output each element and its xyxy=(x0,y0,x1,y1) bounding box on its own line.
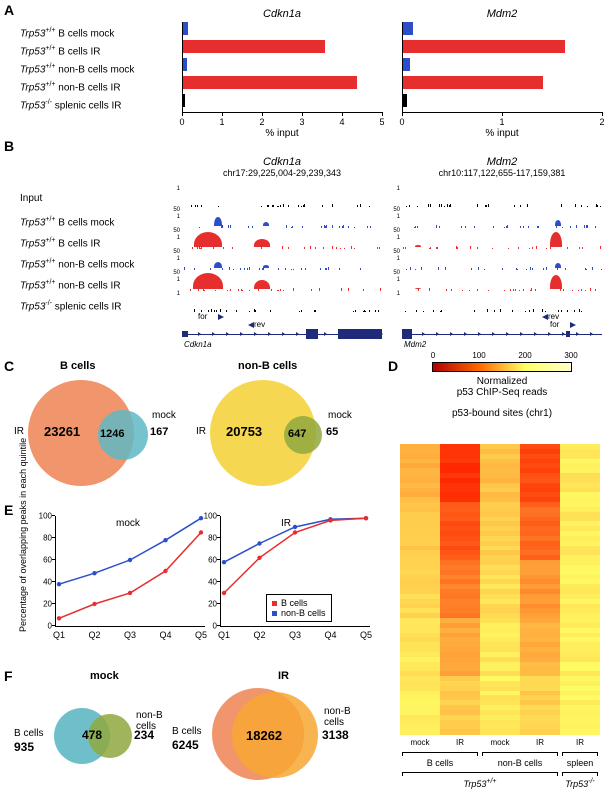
chip-track: 501 xyxy=(402,207,602,228)
b-cells-title: B cells xyxy=(60,360,95,372)
venn-text: 65 xyxy=(326,426,338,438)
heatmap-column xyxy=(400,444,440,734)
bar xyxy=(183,94,185,107)
chip-track: 501 xyxy=(402,249,602,270)
panel-d-label: D xyxy=(388,358,398,374)
chip-track: 1 xyxy=(402,291,602,312)
row-label: Trp53+/+ B cells IR xyxy=(20,40,178,58)
venn-text: B cells xyxy=(14,728,43,739)
venn-text: 20753 xyxy=(226,424,262,439)
row-label: Trp53-/- splenic cells IR xyxy=(20,293,178,314)
row-label: Trp53+/+ non-B cells mock xyxy=(20,251,178,272)
venn-f-mock: B cells935478234non-B cells xyxy=(14,688,194,783)
f-ir-title: IR xyxy=(278,670,289,682)
venn-text: B cells xyxy=(172,726,201,737)
bar xyxy=(403,76,543,89)
chip-track: 501 xyxy=(402,270,602,291)
chip-track: 501 xyxy=(182,207,382,228)
row-label: Trp53-/- splenic cells IR xyxy=(20,94,178,112)
chip-track: 1 xyxy=(182,186,382,207)
venn-text: 478 xyxy=(82,728,102,742)
row-label: Trp53+/+ B cells IR xyxy=(20,230,178,251)
chip-track: 1 xyxy=(182,291,382,312)
chart-title: Cdkn1a xyxy=(182,8,382,20)
venn-text: IR xyxy=(196,426,206,437)
panel-f: F mock IR B cells935478234non-B cells B … xyxy=(0,668,380,788)
chart-title: Mdm2 xyxy=(402,8,602,20)
panel-a-label: A xyxy=(4,2,14,18)
venn-text: 167 xyxy=(150,426,168,438)
chip-track: 501 xyxy=(182,228,382,249)
row-label: Trp53+/+ non-B cells IR xyxy=(20,76,178,94)
panel-f-label: F xyxy=(4,668,13,684)
row-label: Input xyxy=(20,188,178,209)
panel-c: C B cells non-B cells IR 23261 1246 167 mock… xyxy=(0,358,380,498)
venn-text: non-B cells xyxy=(136,710,163,732)
panel-e: E Percentage of overlapping peaks in eac… xyxy=(0,502,380,662)
heatmap-column xyxy=(440,444,480,734)
e-ylabel: Percentage of overlapping peaks in each … xyxy=(18,438,28,632)
panel-c-label: C xyxy=(4,358,14,374)
row-label: Trp53+/+ non-B cells mock xyxy=(20,58,178,76)
venn-text: 23261 xyxy=(44,424,80,439)
panel-b: B InputTrp53+/+ B cells mockTrp53+/+ B c… xyxy=(0,138,616,348)
bar xyxy=(403,22,413,35)
venn-text: IR xyxy=(14,426,24,437)
venn-text: mock xyxy=(328,410,352,421)
genome-coord: chr10:117,122,655-117,159,381 xyxy=(402,168,602,178)
venn-f-ir: B cells6245182623138non-B cells xyxy=(200,686,380,786)
venn-b-cells: IR232611246167mock xyxy=(18,380,188,490)
venn-text: mock xyxy=(152,410,176,421)
mdm2-barchart: Mdm2012% input xyxy=(402,4,602,130)
bar xyxy=(183,76,357,89)
heatmap-column xyxy=(560,444,600,734)
panel-a: A Trp53+/+ B cells mockTrp53+/+ B cells … xyxy=(0,0,616,130)
row-label: Trp53+/+ non-B cells IR xyxy=(20,272,178,293)
row-label: Trp53+/+ B cells mock xyxy=(20,209,178,230)
bar xyxy=(403,58,410,71)
chip-track: 501 xyxy=(182,270,382,291)
venn-text: 1246 xyxy=(100,428,124,440)
panel-b-label: B xyxy=(4,138,14,154)
venn-text: non-B cells xyxy=(324,706,351,728)
bar xyxy=(183,40,325,53)
cdkn1a-barchart: Cdkn1a012345% input xyxy=(182,4,382,130)
panel-a-row-labels: Trp53+/+ B cells mockTrp53+/+ B cells IR… xyxy=(20,22,178,112)
heatmap-subtitle: p53-bound sites (chr1) xyxy=(388,408,616,419)
venn-text: 6245 xyxy=(172,738,199,752)
venn-text: 3138 xyxy=(322,728,349,742)
venn-text: 935 xyxy=(14,740,34,754)
legend: B cellsnon-B cells xyxy=(266,594,332,622)
chip-track: 501 xyxy=(182,249,382,270)
colorbar-title: Normalized p53 ChIP-Seq reads xyxy=(388,376,616,398)
venn-text: 647 xyxy=(288,428,306,440)
panel-d: D 0100200300 Normalized p53 ChIP-Seq rea… xyxy=(388,358,616,790)
bar xyxy=(183,58,187,71)
f-mock-title: mock xyxy=(90,670,119,682)
colorbar: 0100200300 xyxy=(432,362,572,372)
panel-b-row-labels: InputTrp53+/+ B cells mockTrp53+/+ B cel… xyxy=(20,188,178,314)
panel-e-label: E xyxy=(4,502,13,518)
nonb-cells-title: non-B cells xyxy=(238,360,297,372)
bar xyxy=(183,22,188,35)
heatmap xyxy=(400,444,600,734)
linechart-mock: mock020406080100Q1Q2Q3Q4Q5 xyxy=(55,516,205,626)
genome-coord: chr17:29,225,004-29,239,343 xyxy=(182,168,382,178)
bar xyxy=(403,40,565,53)
heatmap-column xyxy=(480,444,520,734)
venn-nonb-cells: IR2075364765mock xyxy=(200,380,370,490)
row-label: Trp53+/+ B cells mock xyxy=(20,22,178,40)
chip-track: 1 xyxy=(402,186,602,207)
venn-text: 18262 xyxy=(246,728,282,743)
bar xyxy=(403,94,407,107)
chip-track: 501 xyxy=(402,228,602,249)
heatmap-column xyxy=(520,444,560,734)
